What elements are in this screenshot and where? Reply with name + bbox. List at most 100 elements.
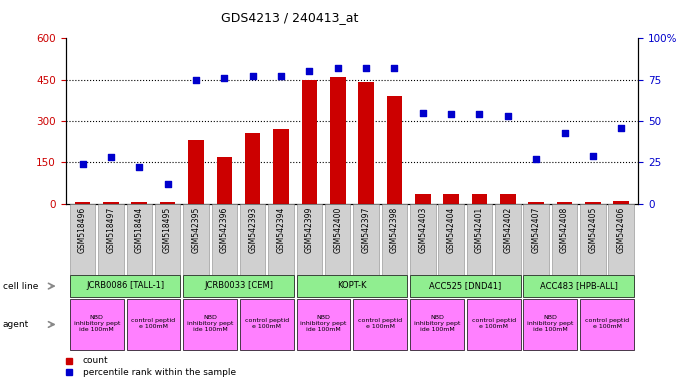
Text: GSM518497: GSM518497 [106, 207, 115, 253]
Text: ACC525 [DND41]: ACC525 [DND41] [429, 281, 502, 290]
Text: ACC483 [HPB-ALL]: ACC483 [HPB-ALL] [540, 281, 618, 290]
FancyBboxPatch shape [126, 299, 180, 350]
FancyBboxPatch shape [466, 204, 492, 275]
FancyBboxPatch shape [184, 299, 237, 350]
Text: agent: agent [3, 320, 29, 329]
FancyBboxPatch shape [524, 275, 634, 297]
Text: GSM542395: GSM542395 [191, 207, 201, 253]
FancyBboxPatch shape [410, 299, 464, 350]
Bar [132, 202, 147, 204]
Bar [500, 194, 515, 204]
Point [304, 68, 315, 74]
Point [162, 180, 173, 187]
Bar [386, 96, 402, 204]
Text: GSM542408: GSM542408 [560, 207, 569, 253]
Bar [245, 133, 260, 204]
FancyBboxPatch shape [524, 204, 549, 275]
Point [474, 111, 485, 118]
Bar [217, 157, 232, 204]
FancyBboxPatch shape [353, 204, 379, 275]
Point [446, 111, 457, 118]
Text: GSM542405: GSM542405 [589, 207, 598, 253]
Text: GSM542402: GSM542402 [503, 207, 513, 253]
FancyBboxPatch shape [466, 299, 520, 350]
FancyBboxPatch shape [552, 204, 578, 275]
Text: GSM542404: GSM542404 [446, 207, 455, 253]
Text: GSM542394: GSM542394 [277, 207, 286, 253]
FancyBboxPatch shape [268, 204, 294, 275]
Text: GSM542401: GSM542401 [475, 207, 484, 253]
FancyBboxPatch shape [297, 299, 351, 350]
Bar [557, 202, 572, 204]
Text: GSM542406: GSM542406 [617, 207, 626, 253]
Text: control peptid
e 100mM: control peptid e 100mM [358, 318, 402, 329]
Text: GSM542400: GSM542400 [333, 207, 342, 253]
FancyBboxPatch shape [410, 204, 435, 275]
Bar [330, 77, 346, 204]
Text: JCRB0033 [CEM]: JCRB0033 [CEM] [204, 281, 273, 290]
Text: GSM518494: GSM518494 [135, 207, 144, 253]
Point [389, 65, 400, 71]
Point [219, 75, 230, 81]
Point [190, 76, 201, 83]
Bar [302, 79, 317, 204]
Text: NBD
inhibitory pept
ide 100mM: NBD inhibitory pept ide 100mM [74, 315, 120, 332]
Text: NBD
inhibitory pept
ide 100mM: NBD inhibitory pept ide 100mM [527, 315, 573, 332]
Point [106, 154, 117, 161]
FancyBboxPatch shape [70, 204, 95, 275]
FancyBboxPatch shape [155, 204, 180, 275]
Point [247, 73, 258, 79]
Point [332, 65, 343, 71]
FancyBboxPatch shape [297, 204, 322, 275]
Bar [160, 202, 175, 204]
Text: count: count [83, 356, 108, 366]
FancyBboxPatch shape [382, 204, 407, 275]
FancyBboxPatch shape [580, 204, 606, 275]
Point [77, 161, 88, 167]
FancyBboxPatch shape [126, 204, 152, 275]
Point [559, 129, 570, 136]
FancyBboxPatch shape [438, 204, 464, 275]
Bar [75, 202, 90, 204]
Text: NBD
inhibitory pept
ide 100mM: NBD inhibitory pept ide 100mM [300, 315, 347, 332]
Text: GSM542397: GSM542397 [362, 207, 371, 253]
Bar [415, 194, 431, 204]
FancyBboxPatch shape [98, 204, 124, 275]
Text: GSM542396: GSM542396 [220, 207, 229, 253]
Text: GSM518496: GSM518496 [78, 207, 87, 253]
FancyBboxPatch shape [70, 299, 124, 350]
Text: NBD
inhibitory pept
ide 100mM: NBD inhibitory pept ide 100mM [187, 315, 233, 332]
Bar [585, 202, 601, 204]
Text: GSM542407: GSM542407 [532, 207, 541, 253]
Text: control peptid
e 100mM: control peptid e 100mM [245, 318, 289, 329]
Text: control peptid
e 100mM: control peptid e 100mM [585, 318, 629, 329]
FancyBboxPatch shape [609, 204, 634, 275]
FancyBboxPatch shape [184, 204, 208, 275]
Point [587, 152, 598, 159]
Point [275, 73, 286, 79]
Point [417, 109, 428, 116]
FancyBboxPatch shape [410, 275, 520, 297]
FancyBboxPatch shape [240, 204, 266, 275]
Bar [472, 194, 487, 204]
Text: GSM542399: GSM542399 [305, 207, 314, 253]
FancyBboxPatch shape [184, 275, 294, 297]
Text: NBD
inhibitory pept
ide 100mM: NBD inhibitory pept ide 100mM [414, 315, 460, 332]
FancyBboxPatch shape [353, 299, 407, 350]
Point [134, 164, 145, 170]
Bar [358, 83, 374, 204]
FancyBboxPatch shape [524, 299, 578, 350]
Text: GDS4213 / 240413_at: GDS4213 / 240413_at [221, 11, 359, 24]
Text: GSM542393: GSM542393 [248, 207, 257, 253]
Point [502, 113, 513, 119]
FancyBboxPatch shape [240, 299, 294, 350]
FancyBboxPatch shape [70, 275, 180, 297]
Bar [613, 201, 629, 204]
Point [361, 65, 372, 71]
FancyBboxPatch shape [495, 204, 520, 275]
Point [531, 156, 542, 162]
FancyBboxPatch shape [325, 204, 351, 275]
Text: JCRB0086 [TALL-1]: JCRB0086 [TALL-1] [86, 281, 164, 290]
FancyBboxPatch shape [297, 275, 407, 297]
Bar [529, 202, 544, 204]
